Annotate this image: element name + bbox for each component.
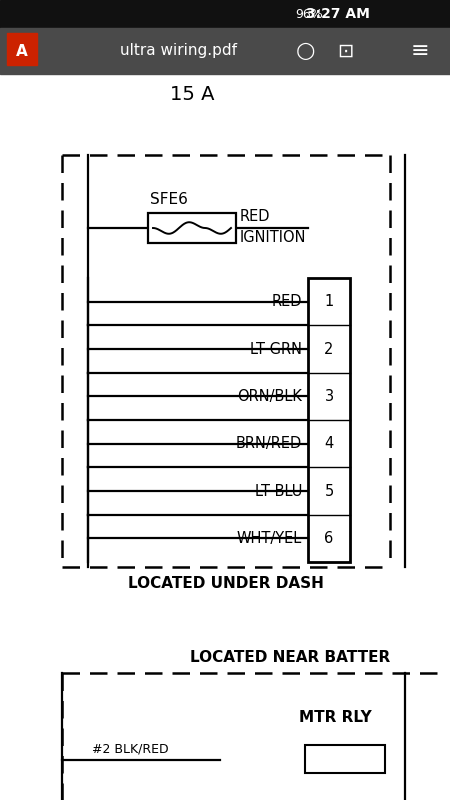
Text: LOCATED UNDER DASH: LOCATED UNDER DASH xyxy=(128,577,324,591)
Text: 3:27 AM: 3:27 AM xyxy=(306,7,370,21)
Text: LOCATED NEAR BATTER: LOCATED NEAR BATTER xyxy=(190,650,390,666)
Text: ⊡: ⊡ xyxy=(337,42,353,61)
Bar xyxy=(148,213,236,243)
Text: 3: 3 xyxy=(324,389,333,404)
Text: 15 A: 15 A xyxy=(170,85,214,103)
Text: WHT/YEL: WHT/YEL xyxy=(237,531,302,546)
Bar xyxy=(7,33,37,65)
Text: A: A xyxy=(16,43,28,58)
Text: ≡: ≡ xyxy=(411,41,429,61)
Text: MTR RLY: MTR RLY xyxy=(299,710,371,726)
Text: ○: ○ xyxy=(295,41,315,61)
Text: LT BLU: LT BLU xyxy=(255,483,302,498)
Text: 5: 5 xyxy=(324,483,333,498)
Text: 96%: 96% xyxy=(295,7,323,21)
Text: 1: 1 xyxy=(324,294,333,309)
Text: RED: RED xyxy=(271,294,302,309)
Bar xyxy=(305,745,385,773)
Text: ORN/BLK: ORN/BLK xyxy=(237,389,302,404)
Text: 6: 6 xyxy=(324,531,333,546)
Text: #2 BLK/RED: #2 BLK/RED xyxy=(92,742,168,755)
Text: ultra wiring.pdf: ultra wiring.pdf xyxy=(120,43,237,58)
Bar xyxy=(0,0,450,28)
Text: LT GRN: LT GRN xyxy=(250,342,302,357)
Text: IGNITION: IGNITION xyxy=(240,230,306,245)
Text: BRN/RED: BRN/RED xyxy=(236,436,302,451)
Text: 4: 4 xyxy=(324,436,333,451)
Bar xyxy=(0,28,450,74)
Bar xyxy=(308,278,350,562)
Text: SFE6: SFE6 xyxy=(150,192,188,207)
Text: 2: 2 xyxy=(324,342,334,357)
Text: RED: RED xyxy=(240,209,270,224)
